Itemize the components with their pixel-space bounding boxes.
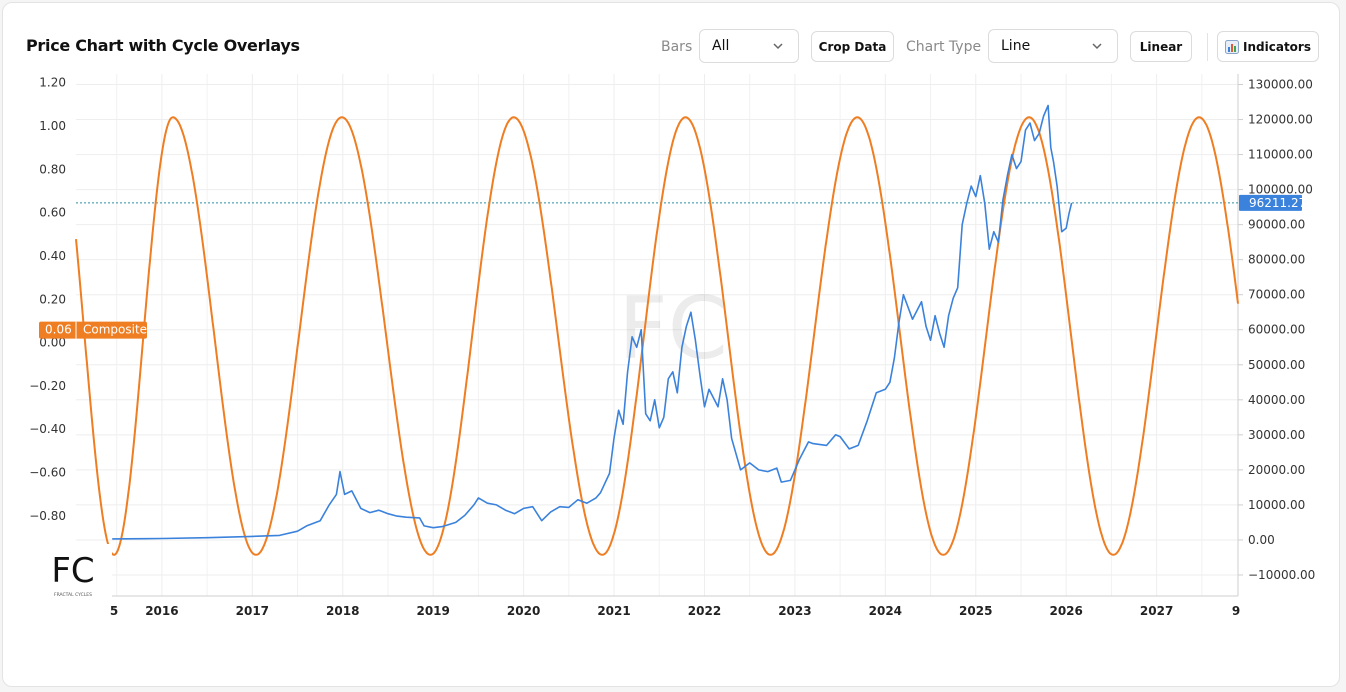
composite-badge (39, 321, 147, 339)
left-tick-label: 0.00 (39, 336, 66, 350)
x-tick-label: 2025 (959, 604, 992, 618)
chevron-down-icon (773, 43, 783, 50)
right-tick-label: 30000.00 (1248, 428, 1305, 442)
x-tick-label: 2017 (236, 604, 269, 618)
bars-label: Bars (661, 39, 693, 55)
right-tick-label: 0.00 (1248, 533, 1275, 547)
right-tick-label: 20000.00 (1248, 463, 1305, 477)
x-tick-label: 2021 (597, 604, 630, 618)
left-tick-label: 0.80 (39, 162, 66, 176)
x-tick-label: 2020 (507, 604, 540, 618)
right-tick-label: 90000.00 (1248, 218, 1305, 232)
page-title: Price Chart with Cycle Overlays (26, 36, 300, 55)
logo-mark: FC (51, 551, 94, 591)
chart-type-select-value: Line (1001, 38, 1031, 54)
right-axis: 130000.00 120000.00 110000.00 100000.00 9000… (1238, 78, 1315, 582)
composite-cycle-line (75, 116, 1239, 556)
left-tick-label: 0.60 (39, 206, 66, 220)
right-tick-label: 70000.00 (1248, 288, 1305, 302)
badges-group: 0.06 Composite 96211.27 (39, 194, 1306, 339)
left-tick-label: −0.40 (29, 422, 66, 436)
x-tick-label: 2016 (145, 604, 178, 618)
right-tick-label: 130000.00 (1248, 78, 1313, 92)
bars-select[interactable]: All (699, 29, 799, 63)
crop-data-button[interactable]: Crop Data (811, 31, 894, 62)
right-tick-label: 110000.00 (1248, 148, 1313, 162)
linear-scale-button[interactable]: Linear (1130, 31, 1192, 62)
left-tick-label: −0.20 (29, 379, 66, 393)
bars-select-value: All (712, 38, 730, 54)
chart-type-label: Chart Type (906, 39, 982, 55)
x-tick-label: 2027 (1140, 604, 1173, 618)
x-tick-label: 2018 (326, 604, 359, 618)
right-tick-label: 120000.00 (1248, 113, 1313, 127)
x-tick-label: 2024 (869, 604, 902, 618)
chart-type-select[interactable]: Line (988, 29, 1118, 63)
x-tick-label: 2022 (688, 604, 721, 618)
logo-subtitle: FRACTAL CYCLES (54, 592, 92, 598)
right-tick-label: 50000.00 (1248, 358, 1305, 372)
left-axis: 1.20 1.00 0.80 0.60 0.40 0.20 0.00 −0.20 −0.40 −0… (29, 76, 66, 523)
watermark-logo: FC (618, 279, 728, 379)
left-tick-label: 1.20 (39, 76, 66, 90)
x-tick-label: 2023 (778, 604, 811, 618)
x-tick-label: 5 (110, 604, 118, 618)
x-axis: 5 2016 2017 2018 2019 2020 2021 2022 2023 2024 202… (110, 604, 1240, 618)
x-tick-label: 2019 (416, 604, 449, 618)
right-tick-label: 40000.00 (1248, 393, 1305, 407)
current-price-badge (1239, 194, 1302, 211)
chevron-down-icon (1092, 43, 1102, 50)
right-tick-label: 80000.00 (1248, 253, 1305, 267)
composite-badge-label: Composite (83, 323, 147, 337)
price-line (112, 104, 1073, 540)
logo: FC FRACTAL CYCLES (46, 544, 112, 600)
x-tick-label: 9 (1232, 604, 1240, 618)
watermark: FC (618, 279, 728, 379)
composite-badge-value: 0.06 (45, 323, 72, 337)
x-tick-label: 2026 (1049, 604, 1082, 618)
indicators-button[interactable]: Indicators (1217, 31, 1319, 62)
indicators-label: Indicators (1243, 39, 1311, 54)
right-tick-label: 10000.00 (1248, 498, 1305, 512)
right-tick-label: 100000.00 (1248, 183, 1313, 197)
series-group (75, 104, 1239, 556)
left-tick-label: −0.60 (29, 466, 66, 480)
right-tick-label: 60000.00 (1248, 323, 1305, 337)
left-tick-label: 0.20 (39, 292, 66, 306)
right-tick-label: −10000.00 (1248, 568, 1315, 582)
left-tick-label: 0.40 (39, 249, 66, 263)
left-tick-label: −0.80 (29, 509, 66, 523)
left-tick-label: 1.00 (39, 119, 66, 133)
toolbar-divider (1207, 33, 1208, 61)
bar-chart-icon (1225, 39, 1240, 54)
current-price-badge-label: 96211.27 (1249, 196, 1306, 210)
